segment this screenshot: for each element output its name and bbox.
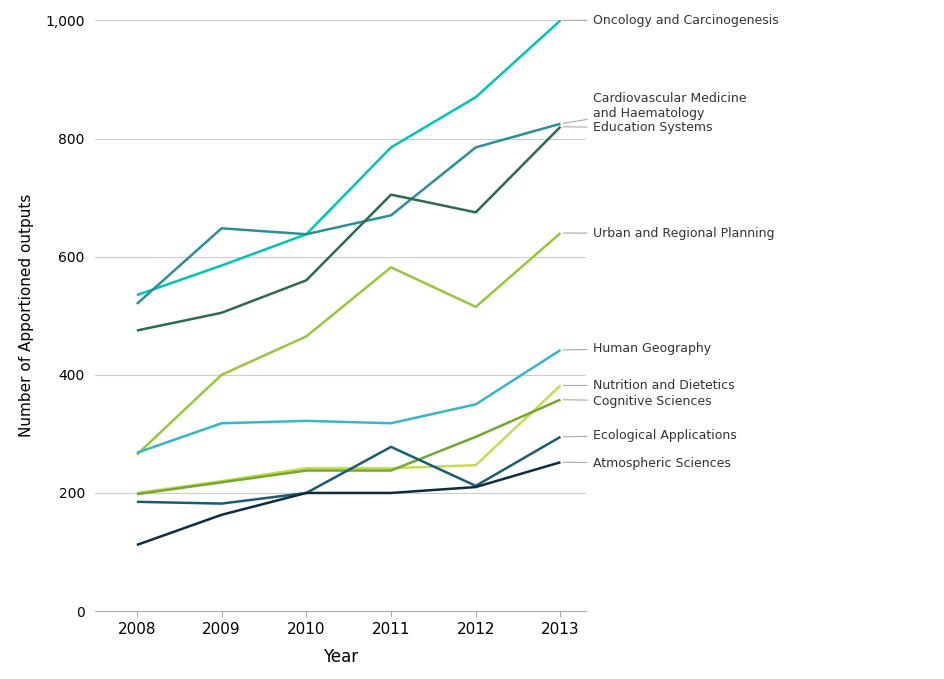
Text: Education Systems: Education Systems <box>563 122 712 134</box>
Text: Atmospheric Sciences: Atmospheric Sciences <box>563 457 730 470</box>
Text: Oncology and Carcinogenesis: Oncology and Carcinogenesis <box>563 14 778 27</box>
Y-axis label: Number of Apportioned outputs: Number of Apportioned outputs <box>19 194 34 437</box>
Text: Urban and Regional Planning: Urban and Regional Planning <box>563 227 773 240</box>
Text: Nutrition and Dietetics: Nutrition and Dietetics <box>563 379 733 392</box>
Text: Human Geography: Human Geography <box>563 342 710 354</box>
Text: Cardiovascular Medicine
and Haematology: Cardiovascular Medicine and Haematology <box>563 92 746 124</box>
Text: Cognitive Sciences: Cognitive Sciences <box>563 395 711 408</box>
Text: Ecological Applications: Ecological Applications <box>563 428 735 441</box>
X-axis label: Year: Year <box>322 648 358 665</box>
